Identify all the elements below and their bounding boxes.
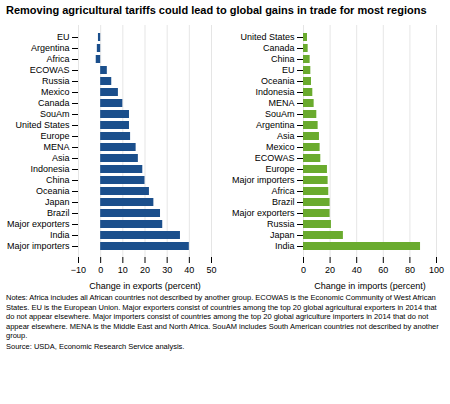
svg-text:Indonesia: Indonesia (255, 87, 294, 97)
svg-text:China: China (46, 175, 70, 185)
svg-text:Argentina: Argentina (31, 43, 70, 53)
html-text:Notes: Africa includes all Afr: Notes: Africa includes all African count… (6, 293, 439, 340)
svg-text:Asia: Asia (277, 131, 295, 141)
svg-text:China: China (271, 54, 295, 64)
svg-text:EU: EU (282, 65, 295, 75)
svg-text:Indonesia: Indonesia (30, 164, 69, 174)
svg-text:Africa: Africa (271, 186, 294, 196)
svg-text:MENA: MENA (268, 98, 294, 108)
svg-text:Brazil: Brazil (47, 208, 70, 218)
svg-text:Europe: Europe (40, 131, 69, 141)
svg-text:10: 10 (118, 265, 128, 275)
svg-text:Oceania: Oceania (261, 76, 295, 86)
svg-text:MENA: MENA (43, 142, 69, 152)
svg-text:Europe: Europe (265, 164, 294, 174)
svg-text:40: 40 (352, 265, 362, 275)
svg-text:Major exporters: Major exporters (7, 219, 70, 229)
svg-text:Mexico: Mexico (41, 87, 70, 97)
svg-text:ECOWAS: ECOWAS (30, 65, 70, 75)
svg-text:Japan: Japan (45, 197, 70, 207)
svg-text:Major importers: Major importers (232, 175, 295, 185)
html-text:Source: USDA, Economic Researc: Source: USDA, Economic Research Service … (6, 341, 185, 351)
svg-text:80: 80 (405, 265, 415, 275)
svg-text:60: 60 (378, 265, 388, 275)
svg-text:Argentina: Argentina (256, 120, 295, 130)
svg-text:Change in exports (percent): Change in exports (percent) (89, 281, 201, 291)
svg-text:0: 0 (98, 265, 103, 275)
svg-text:India: India (275, 241, 295, 251)
svg-text:40: 40 (184, 265, 194, 275)
svg-text:India: India (50, 230, 70, 240)
svg-text:Asia: Asia (52, 153, 70, 163)
svg-text:Major exporters: Major exporters (232, 208, 295, 218)
svg-text:United States: United States (240, 32, 295, 42)
svg-text:20: 20 (325, 265, 335, 275)
svg-text:Africa: Africa (46, 54, 69, 64)
svg-text:−10: −10 (71, 265, 86, 275)
svg-text:Canada: Canada (263, 43, 295, 53)
svg-text:50: 50 (206, 265, 216, 275)
svg-text:SouAm: SouAm (40, 109, 70, 119)
svg-text:Change in imports (percent): Change in imports (percent) (314, 281, 426, 291)
svg-text:Canada: Canada (38, 98, 70, 108)
svg-text:100: 100 (429, 265, 444, 275)
svg-text:ECOWAS: ECOWAS (255, 153, 295, 163)
svg-text:Oceania: Oceania (36, 186, 70, 196)
svg-text:Mexico: Mexico (266, 142, 295, 152)
svg-text:Russia: Russia (42, 76, 70, 86)
svg-text:0: 0 (301, 265, 306, 275)
svg-text:United States: United States (15, 120, 70, 130)
svg-text:30: 30 (162, 265, 172, 275)
svg-text:20: 20 (140, 265, 150, 275)
svg-text:EU: EU (57, 32, 70, 42)
svg-text:SouAm: SouAm (265, 109, 295, 119)
svg-text:Russia: Russia (267, 219, 295, 229)
svg-text:Japan: Japan (270, 230, 295, 240)
svg-text:Major importers: Major importers (7, 241, 70, 251)
svg-text:Brazil: Brazil (272, 197, 295, 207)
html-text:Removing agricultural tariffs: Removing agricultural tariffs could lead… (6, 4, 427, 16)
